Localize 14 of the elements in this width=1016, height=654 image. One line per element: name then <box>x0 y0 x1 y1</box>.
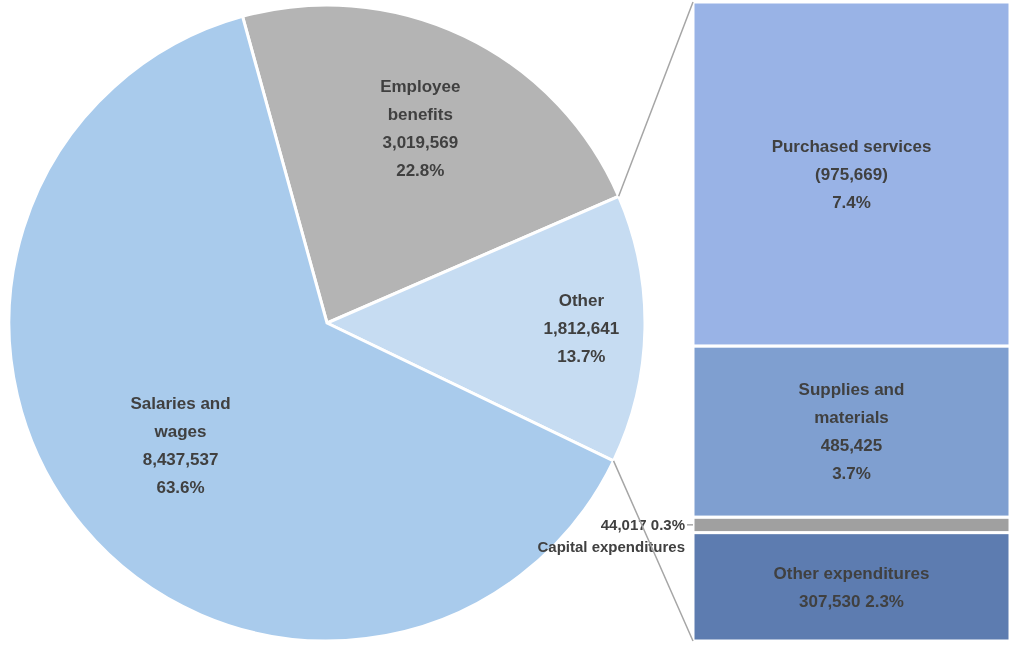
series-label: Purchased services <box>771 136 932 156</box>
series-label: Capital expenditures <box>537 538 685 556</box>
data-label: 44,017 0.3% <box>600 516 685 534</box>
data-label: 1,812,641 13.7% <box>543 318 620 366</box>
slice-label: Other <box>558 290 605 310</box>
data-label: 8,437,537 63.6% <box>142 450 219 498</box>
data-label: 485,425 3.7% <box>820 436 883 484</box>
data-label: 3,019,569 22.8% <box>382 132 459 180</box>
series-label: Other expenditures <box>773 563 930 583</box>
data-label: (975,669) 7.4% <box>815 164 888 212</box>
slice-label: Employee benefits <box>380 76 461 124</box>
slice-label: Salaries and wages <box>130 394 231 442</box>
data-label: 307,530 2.3% <box>799 591 904 611</box>
series-label: Supplies and materials <box>798 380 905 428</box>
